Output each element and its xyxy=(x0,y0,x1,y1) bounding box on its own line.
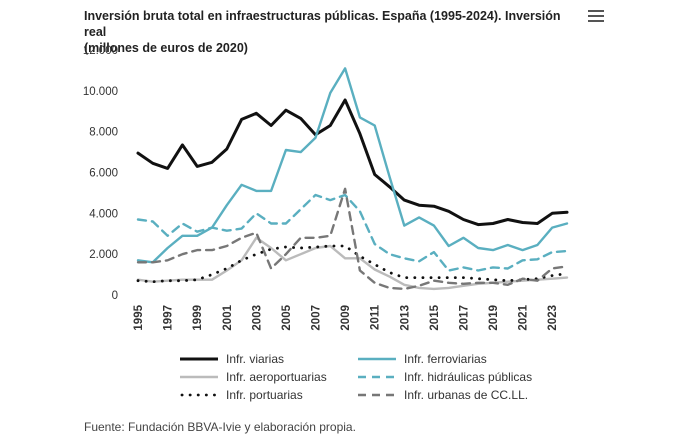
legend-item-hidraulicas[interactable]: Infr. hidráulicas públicas xyxy=(358,370,532,384)
x-tick-label: 2005 xyxy=(281,304,293,330)
x-tick-label: 2009 xyxy=(340,305,352,331)
legend-label: Infr. hidráulicas públicas xyxy=(404,370,533,384)
series-line-infr-portuarias xyxy=(136,244,569,284)
x-tick-label: 2003 xyxy=(251,305,263,331)
y-tick-label: 0 xyxy=(112,290,118,302)
y-tick-label: 4.000 xyxy=(89,208,118,220)
x-tick-label: 2007 xyxy=(311,305,323,331)
x-tick-label: 2023 xyxy=(547,305,559,331)
chart-title-line1: Inversión bruta total en infraestructura… xyxy=(84,9,561,39)
legend-label: Infr. viarias xyxy=(226,352,285,366)
legend-swatch-hidraulicas xyxy=(358,375,396,379)
legend-swatch-viarias xyxy=(180,357,218,361)
y-tick-label: 2.000 xyxy=(89,249,118,261)
x-tick-label: 2011 xyxy=(370,304,382,330)
x-tick-label: 1997 xyxy=(163,305,175,331)
x-tick-label: 2013 xyxy=(399,305,411,331)
chart-title: Inversión bruta total en infraestructura… xyxy=(84,8,564,56)
x-tick-label: 2021 xyxy=(518,304,530,330)
series-line-infr-viarias xyxy=(136,98,569,227)
x-tick-label: 2019 xyxy=(488,305,500,331)
hamburger-menu-icon[interactable] xyxy=(588,10,604,24)
series-line-infr-urbanas-de-cc-ll- xyxy=(136,187,569,291)
legend-item-ferroviarias[interactable]: Infr. ferroviarias xyxy=(358,352,487,366)
y-tick-label: 10.000 xyxy=(83,86,118,98)
x-tick-label: 2015 xyxy=(429,304,441,330)
x-tick-label: 1995 xyxy=(133,304,145,330)
legend-item-portuarias[interactable]: Infr. portuarias xyxy=(180,388,303,402)
y-tick-label: 12.000 xyxy=(83,45,118,57)
series-line-infr-hidr-ulicas-p-blicas xyxy=(136,193,569,272)
x-tick-label: 2017 xyxy=(458,305,470,331)
legend-item-viarias[interactable]: Infr. viarias xyxy=(180,352,284,366)
legend-swatch-portuarias xyxy=(180,393,218,397)
chart-legend: Infr. viarias Infr. ferroviarias Infr. a… xyxy=(180,350,580,410)
legend-item-aeroportuarias[interactable]: Infr. aeroportuarias xyxy=(180,370,327,384)
chart-title-line2: (millones de euros de 2020) xyxy=(84,41,248,55)
legend-label: Infr. aeroportuarias xyxy=(226,370,327,384)
y-tick-label: 6.000 xyxy=(89,168,118,180)
legend-swatch-aeroportuarias xyxy=(180,375,218,379)
legend-label: Infr. urbanas de CC.LL. xyxy=(404,388,529,402)
legend-label: Infr. ferroviarias xyxy=(404,352,487,366)
legend-item-urbanas[interactable]: Infr. urbanas de CC.LL. xyxy=(358,388,528,402)
source-note: Fuente: Fundación BBVA-Ivie y elaboració… xyxy=(84,420,356,434)
legend-swatch-ferroviarias xyxy=(358,357,396,361)
x-tick-label: 2001 xyxy=(222,304,234,330)
legend-swatch-urbanas xyxy=(358,393,396,397)
x-tick-label: 1999 xyxy=(192,305,204,331)
legend-label: Infr. portuarias xyxy=(226,388,303,402)
y-tick-label: 8.000 xyxy=(89,127,118,139)
